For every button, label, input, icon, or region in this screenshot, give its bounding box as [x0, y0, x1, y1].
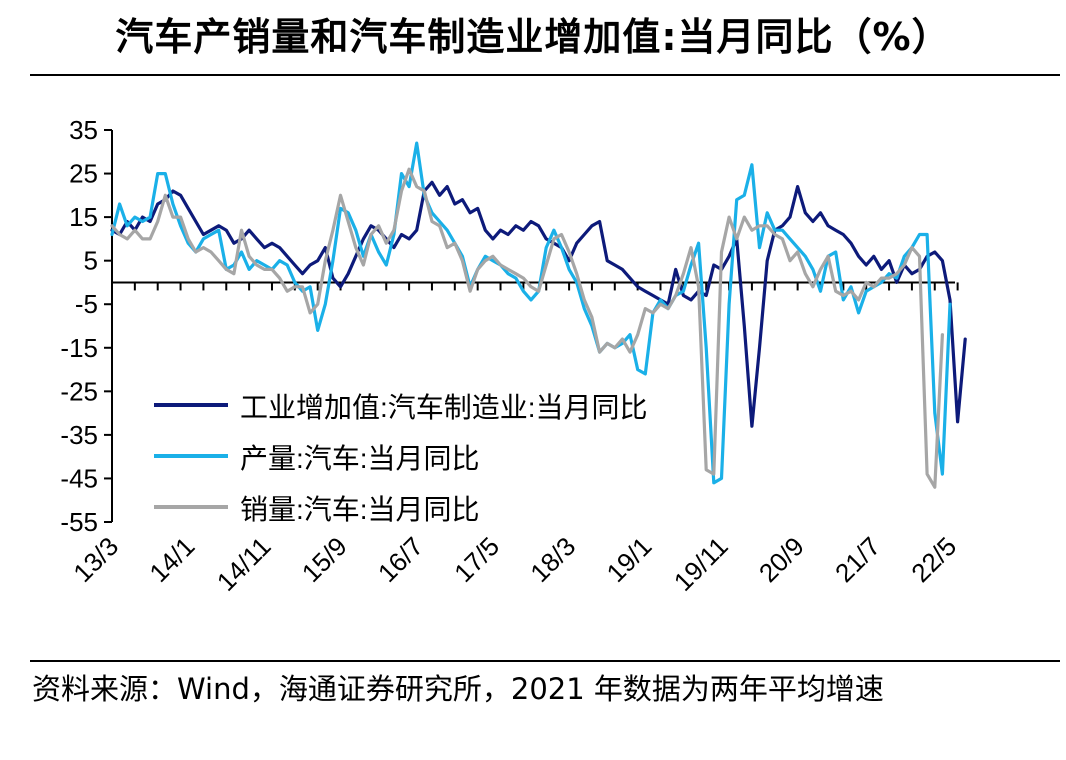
- x-tick-label: 16/7: [372, 531, 429, 588]
- series-line-1: [110, 180, 967, 428]
- x-tick-label: 22/5: [905, 531, 962, 588]
- y-tick-label: 25: [69, 159, 98, 189]
- x-tick-label: 19/1: [601, 531, 658, 588]
- legend-label: 产量:汽车:当月同比: [240, 443, 480, 474]
- y-tick-label: -35: [60, 420, 98, 450]
- series-line-2: [110, 141, 952, 485]
- chart-axes: [111, 130, 955, 522]
- x-tick-label: 15/9: [296, 531, 353, 588]
- title-divider: [30, 74, 1060, 76]
- x-tick-label: 19/11: [668, 531, 734, 597]
- x-tick-label: 13/3: [67, 531, 124, 588]
- source-note: 资料来源：Wind，海通证券研究所，2021 年数据为两年平均增速: [32, 672, 884, 706]
- y-tick-label: 35: [69, 115, 98, 145]
- y-tick-label: -5: [75, 289, 98, 319]
- y-axis: 35 25 15 5 -5 -15 -25 -35 -45 -55: [60, 115, 112, 537]
- series-line-3: [110, 167, 944, 489]
- x-tick-label: 21/7: [829, 531, 886, 588]
- series-layer: [110, 141, 967, 489]
- legend-label: 工业增加值:汽车制造业:当月同比: [240, 392, 648, 423]
- y-tick-label: -25: [60, 376, 98, 406]
- page-title: 汽车产销量和汽车制造业增加值:当月同比（%）: [115, 15, 951, 59]
- y-tick-label: -45: [60, 463, 98, 493]
- x-tick-label: 14/11: [211, 531, 277, 597]
- x-axis: 13/3 14/1 14/11 15/9 16/7 17/5 18/3 19/1 19/11 20…: [67, 282, 962, 597]
- footer-divider: [30, 660, 1060, 662]
- legend-label: 销量:汽车:当月同比: [240, 494, 480, 525]
- y-tick-label: 15: [69, 202, 98, 232]
- y-tick-label: -15: [60, 333, 98, 363]
- x-tick-label: 14/1: [143, 531, 200, 588]
- y-tick-label: 5: [84, 246, 98, 276]
- x-tick-label: 20/9: [753, 531, 810, 588]
- line-chart: 35 25 15 5 -5 -15 -25 -35 -45 -55 13/3 14/1 14/11 15…: [60, 115, 967, 597]
- x-tick-label: 17/5: [448, 531, 505, 588]
- y-tick-label: -55: [60, 507, 98, 537]
- x-tick-label: 18/3: [524, 531, 581, 588]
